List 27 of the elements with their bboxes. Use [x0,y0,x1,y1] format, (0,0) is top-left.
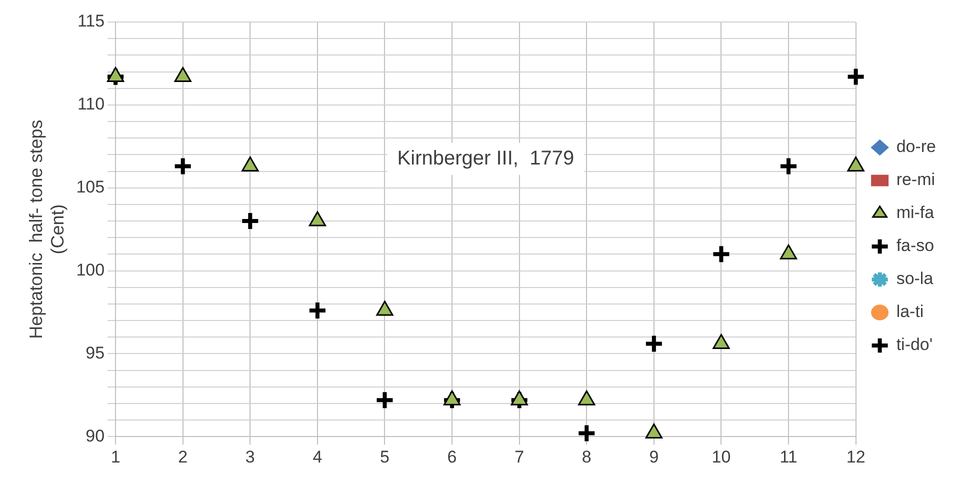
x-tick-label: 12 [846,447,866,466]
y-axis-title: Heptatonic half- tone steps (Cent) [26,120,68,339]
y-tick-label: 100 [76,260,105,280]
y-tick-label: 115 [77,12,105,31]
legend-label: ti-do' [896,335,933,354]
x-tick-label: 2 [178,447,188,466]
legend-label: re-mi [896,170,936,190]
x-tick-label: 4 [312,447,322,466]
legend-label: do-re [896,137,936,156]
y-tick-label: 95 [86,343,105,362]
legend-label: mi-fa [896,203,935,222]
x-tick-label: 11 [780,447,798,466]
x-tick-label: 9 [649,447,659,466]
x-tick-label: 1 [110,447,120,466]
x-tick-label: 7 [514,447,524,466]
x-tick-label: 3 [245,447,255,466]
x-tick-label: 5 [380,447,390,466]
y-tick-label: 90 [86,426,105,446]
legend-label: la-ti [896,302,924,322]
x-tick-label: 6 [447,447,457,466]
y-tick-label: 105 [76,178,105,197]
x-tick-label: 10 [712,447,731,466]
y-tick-label: 110 [77,94,105,114]
x-tick-label: 8 [582,447,592,466]
legend-label: fa-so [896,236,934,256]
legend-label: so-la [896,269,934,288]
annotation: Kirnberger III, 1779 [397,147,574,170]
